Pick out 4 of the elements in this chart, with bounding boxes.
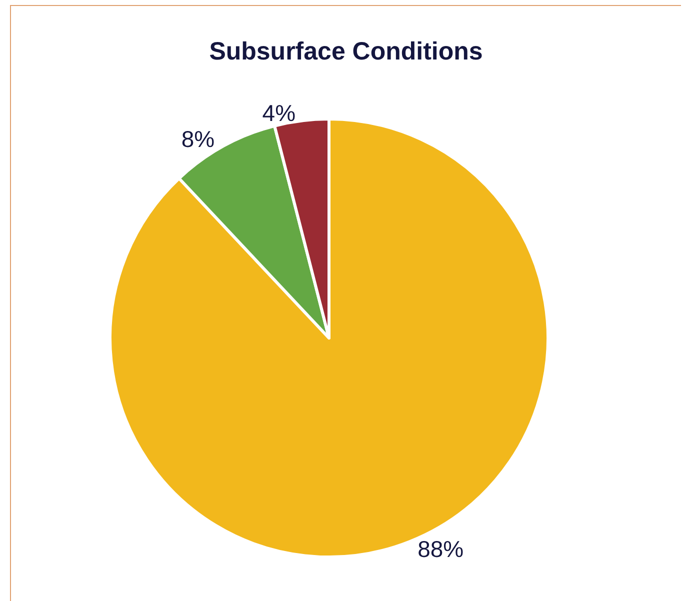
data-label: 88% xyxy=(418,536,464,562)
data-label: 8% xyxy=(181,126,215,152)
data-label: 4% xyxy=(262,100,296,126)
chart-title: Subsurface Conditions xyxy=(209,38,483,66)
